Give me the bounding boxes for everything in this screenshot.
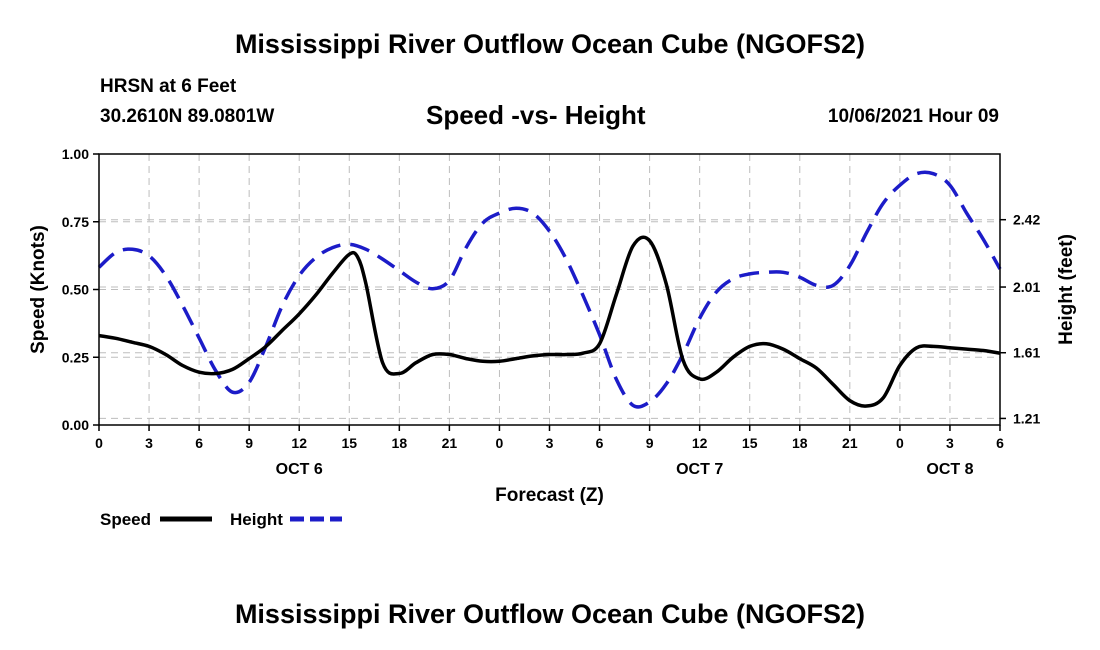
x-tick-label: 9 [245,435,253,451]
y-tick-label-right: 1.61 [1013,345,1040,361]
y-tick-label-right: 2.42 [1013,212,1040,228]
y-tick-label-left: 1.00 [62,146,89,162]
chart-title-bottom: Mississippi River Outflow Ocean Cube (NG… [234,599,866,629]
y-tick-label-left: 0.00 [62,417,89,433]
x-tick-label: 3 [946,435,954,451]
forecast-datetime: 10/06/2021 Hour 09 [827,106,999,127]
x-tick-label: 0 [95,435,103,451]
chart-subtitle: Speed -vs- Height [426,100,646,130]
x-axis-title: Forecast (Z) [495,485,604,506]
x-tick-label: 6 [596,435,604,451]
chart-title-top: Mississippi River Outflow Ocean Cube (NG… [234,29,866,59]
y-tick-label-right: 1.21 [1013,410,1040,426]
x-tick-label: 21 [842,435,858,451]
y-tick-label-left: 0.75 [62,214,89,230]
x-tick-label: 3 [546,435,554,451]
x-tick-label: 21 [442,435,458,451]
legend-label-height: Height [230,510,283,529]
date-label: OCT 7 [676,461,723,478]
x-tick-label: 6 [996,435,1004,451]
x-tick-label: 9 [646,435,654,451]
x-tick-label: 12 [692,435,708,451]
station-coordinates: 30.2610N 89.0801W [100,106,275,127]
y-axis-title-right: Height (feet) [1056,234,1077,345]
series-line-height [97,170,1002,409]
series-layer [97,170,1002,409]
x-tick-label: 0 [896,435,904,451]
x-tick-label: 6 [195,435,203,451]
series-line-speed [98,235,1001,408]
legend-label-speed: Speed [100,510,151,529]
x-tick-label: 18 [792,435,808,451]
grid [99,154,1000,425]
date-label: OCT 6 [276,461,323,478]
x-tick-label: 18 [392,435,408,451]
y-tick-label-left: 0.50 [62,282,89,298]
x-tick-label: 12 [291,435,307,451]
y-tick-label-right: 2.01 [1013,279,1040,295]
x-tick-label: 15 [742,435,758,451]
legend: Speed Height [100,510,342,529]
axis-ticks: 0 3 6 9 12 15 18 21 0 3 6 9 12 15 18 21 0 3 6 OCT 6 OCT 7 OCT… [62,146,1041,478]
x-tick-label: 15 [341,435,357,451]
x-tick-label: 3 [145,435,153,451]
date-label: OCT 8 [926,461,973,478]
station-label: HRSN at 6 Feet [100,76,237,97]
y-axis-title-left: Speed (Knots) [28,225,49,354]
x-tick-label: 0 [496,435,504,451]
y-tick-label-left: 0.25 [62,349,89,365]
